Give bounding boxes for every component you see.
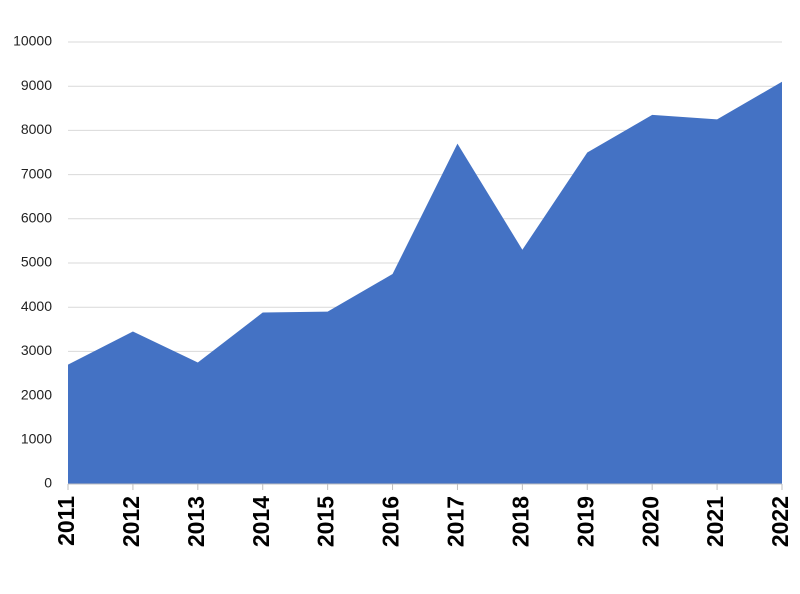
y-tick-label: 6000: [21, 210, 52, 226]
x-tick-label: 2012: [118, 496, 144, 547]
x-tick-label: 2020: [637, 496, 663, 547]
y-tick-label: 1000: [21, 431, 52, 447]
y-tick-label: 4000: [21, 298, 52, 314]
x-tick-label: 2011: [53, 496, 79, 546]
area: [68, 81, 782, 484]
y-tick-label: 5000: [21, 254, 52, 270]
x-tick-label: 2014: [248, 496, 274, 547]
x-tick-label: 2019: [572, 496, 598, 547]
x-tick-label: 2021: [702, 496, 728, 547]
y-tick-label: 9000: [21, 77, 52, 93]
y-tick-label: 0: [44, 475, 52, 491]
x-tick-label: 2022: [767, 496, 793, 547]
x-tick-label: 2017: [443, 496, 469, 547]
y-tick-label: 7000: [21, 165, 52, 181]
x-tick-label: 2015: [313, 496, 339, 547]
x-tick-label: 2013: [183, 496, 209, 547]
y-tick-label: 2000: [21, 386, 52, 402]
y-tick-label: 10000: [13, 33, 52, 49]
y-tick-label: 3000: [21, 342, 52, 358]
x-tick-label: 2016: [378, 496, 404, 547]
y-tick-label: 8000: [21, 121, 52, 137]
x-tick-label: 2018: [507, 496, 533, 547]
